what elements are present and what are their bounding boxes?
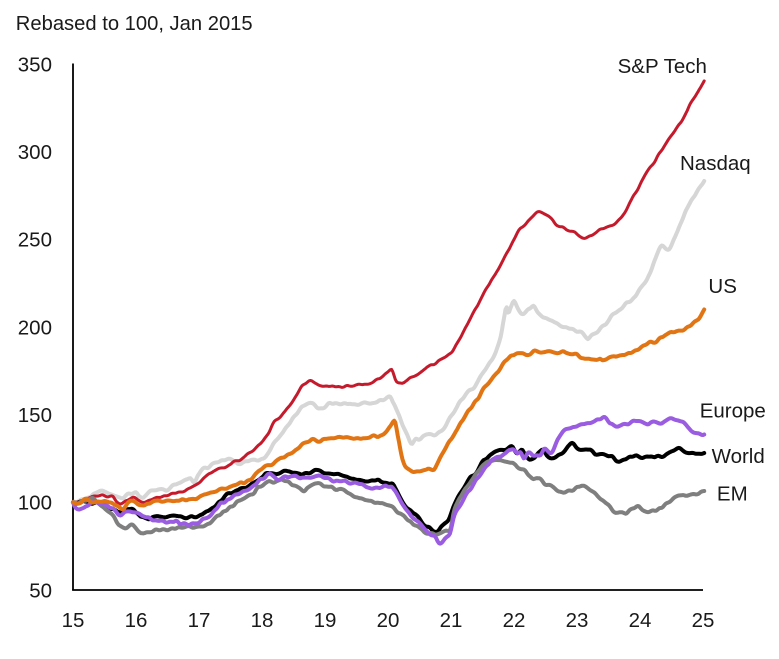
svg-text:200: 200 [18,316,52,339]
svg-text:21: 21 [440,609,463,632]
svg-text:Rebased to 100, Jan 2015: Rebased to 100, Jan 2015 [16,13,253,35]
svg-text:300: 300 [18,141,52,164]
svg-text:50: 50 [29,579,52,602]
svg-text:S&P Tech: S&P Tech [618,55,707,78]
svg-text:16: 16 [125,609,148,632]
svg-text:250: 250 [18,229,52,252]
svg-text:22: 22 [503,609,526,632]
svg-text:15: 15 [62,609,85,632]
svg-text:20: 20 [377,609,400,632]
svg-text:24: 24 [629,609,652,632]
svg-text:World: World [712,445,765,468]
svg-text:Nasdaq: Nasdaq [680,152,751,175]
svg-text:EM: EM [717,483,748,506]
svg-text:17: 17 [188,609,211,632]
svg-text:Europe: Europe [700,399,766,422]
svg-text:350: 350 [18,53,52,76]
svg-text:25: 25 [692,609,715,632]
svg-text:18: 18 [251,609,274,632]
svg-text:100: 100 [18,492,52,515]
svg-text:19: 19 [314,609,337,632]
svg-text:23: 23 [566,609,589,632]
svg-text:150: 150 [18,404,52,427]
svg-text:US: US [708,275,736,298]
